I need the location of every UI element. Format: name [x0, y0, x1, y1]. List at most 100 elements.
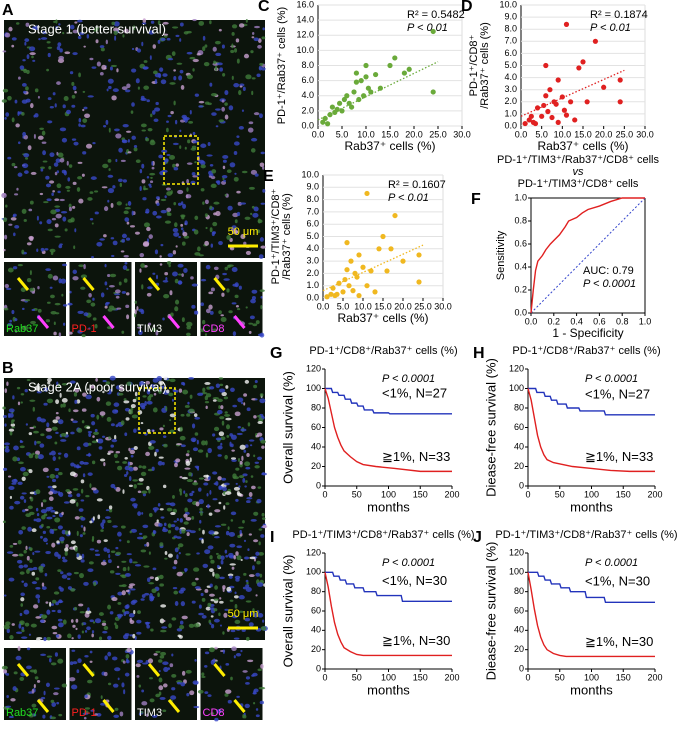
cell: [132, 561, 138, 564]
cell: [81, 173, 85, 177]
cell: [212, 433, 216, 437]
cell: [262, 525, 268, 529]
cell: [188, 472, 192, 477]
cell: [40, 166, 45, 169]
cell: [259, 62, 264, 66]
cell: [167, 253, 174, 258]
cell: [166, 120, 169, 123]
point: [358, 78, 364, 84]
cell: [207, 545, 214, 550]
cell: [141, 179, 146, 184]
cell: [151, 714, 158, 718]
cell: [180, 682, 186, 687]
cell: [140, 421, 144, 425]
cell: [253, 688, 259, 693]
y-tick-label: 0: [519, 480, 524, 490]
micrograph: [69, 262, 132, 336]
cell: [107, 559, 112, 564]
cell: [51, 542, 56, 548]
x-tick-label: 0.2: [548, 316, 561, 326]
cell: [205, 606, 211, 611]
marker-label: CD8: [203, 323, 225, 335]
cell: [31, 689, 35, 694]
cell: [256, 560, 261, 565]
arrow: [213, 663, 226, 677]
cell: [225, 689, 232, 694]
cell: [103, 547, 108, 552]
cell: [128, 585, 133, 589]
cell: [103, 625, 109, 631]
cell: [15, 655, 22, 661]
cell: [84, 113, 91, 119]
cell: [76, 502, 79, 507]
cell: [52, 515, 56, 518]
cell: [237, 426, 241, 429]
cell: [186, 187, 189, 192]
cell: [39, 443, 45, 448]
survival-curve: [324, 388, 452, 473]
cell: [14, 330, 18, 333]
cell: [177, 263, 184, 268]
cell: [250, 212, 253, 216]
cell: [7, 475, 12, 478]
cell: [116, 201, 122, 206]
point: [406, 66, 412, 72]
cell: [259, 700, 265, 705]
cell: [215, 383, 221, 389]
x-axis-label: Rab37⁺ cells (%): [537, 139, 628, 153]
cell: [218, 28, 222, 32]
cell: [117, 591, 123, 596]
cell: [237, 458, 241, 462]
cell: [201, 538, 204, 544]
cell: [20, 603, 24, 607]
cell: [96, 396, 101, 402]
cell: [40, 168, 44, 172]
cell: [36, 512, 40, 517]
cell: [243, 714, 247, 719]
cell: [178, 388, 183, 393]
y-tick-label: 0.0: [306, 292, 319, 302]
cell: [23, 549, 27, 554]
cell: [238, 475, 245, 479]
cell: [138, 465, 142, 469]
cell: [106, 548, 110, 554]
cell: [160, 243, 164, 247]
cell: [4, 423, 7, 427]
cell: [1, 665, 8, 670]
x-axis-label: Rab37⁺ cells (%): [337, 311, 428, 325]
y-tick-label: 10.0: [296, 45, 314, 55]
cell: [70, 380, 76, 384]
point: [563, 112, 570, 118]
cell: [241, 170, 248, 174]
cell: [102, 163, 109, 169]
cell: [71, 684, 78, 690]
cell: [181, 670, 186, 676]
x-tick-label: 0.0: [525, 316, 538, 326]
cell: [93, 581, 97, 587]
cell: [191, 283, 198, 287]
cell: [98, 446, 103, 450]
cell: [32, 406, 35, 412]
cell: [182, 116, 187, 122]
cell: [30, 496, 34, 502]
cell: [230, 511, 237, 516]
cell: [241, 109, 245, 112]
cell: [261, 472, 268, 476]
cell: [151, 110, 156, 115]
cell: [1, 99, 8, 103]
cell: [127, 139, 130, 143]
arrow: [16, 277, 30, 291]
cell: [233, 595, 239, 599]
cell: [35, 616, 42, 619]
cell: [179, 476, 183, 479]
y-tick-label: 1.0: [504, 108, 517, 118]
x-tick-label: 150: [616, 672, 631, 682]
cell: [201, 440, 206, 446]
cell: [26, 242, 32, 246]
cell: [129, 558, 133, 564]
cell: [254, 465, 260, 469]
cell: [57, 419, 64, 425]
cell: [164, 195, 167, 199]
cell: [139, 252, 145, 258]
cell: [120, 420, 125, 426]
